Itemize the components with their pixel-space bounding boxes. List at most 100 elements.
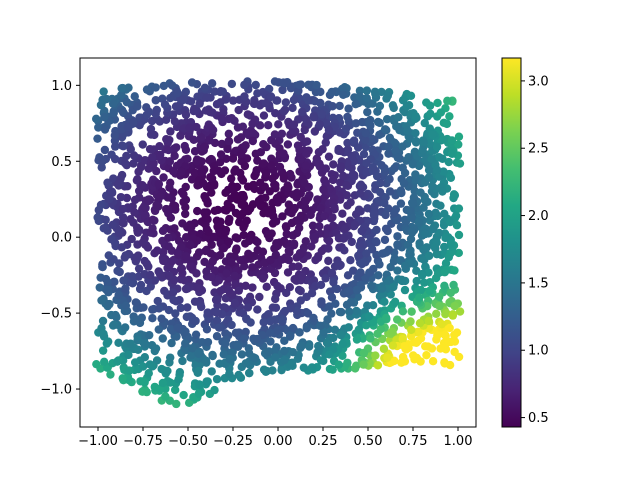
scatter-point bbox=[340, 224, 350, 233]
scatter-point bbox=[107, 235, 116, 244]
scatter-point bbox=[214, 323, 224, 332]
scatter-point bbox=[138, 140, 147, 149]
scatter-point bbox=[321, 178, 330, 188]
scatter-point bbox=[374, 271, 383, 280]
scatter-point bbox=[348, 266, 358, 275]
scatter-point bbox=[325, 350, 334, 359]
scatter-point bbox=[420, 229, 430, 239]
scatter-point bbox=[243, 182, 253, 191]
scatter-point bbox=[279, 174, 288, 183]
scatter-point bbox=[335, 128, 345, 137]
scatter-point bbox=[197, 167, 206, 177]
scatter-point bbox=[262, 282, 271, 292]
scatter-point bbox=[209, 166, 218, 176]
scatter-point bbox=[148, 313, 157, 323]
scatter-point bbox=[241, 327, 250, 337]
scatter-point bbox=[390, 138, 399, 148]
scatter-point bbox=[293, 180, 302, 189]
scatter-point bbox=[338, 209, 347, 218]
scatter-point bbox=[279, 107, 289, 116]
scatter-point bbox=[358, 117, 367, 127]
scatter-point bbox=[406, 331, 416, 341]
scatter-point bbox=[192, 269, 201, 278]
scatter-point bbox=[436, 108, 446, 117]
scatter-point bbox=[351, 100, 360, 109]
scatter-point bbox=[397, 276, 407, 286]
scatter-point bbox=[436, 344, 445, 353]
scatter-point bbox=[114, 290, 123, 300]
scatter-point bbox=[200, 142, 210, 151]
scatter-point bbox=[200, 83, 210, 92]
scatter-point bbox=[121, 301, 131, 310]
scatter-point bbox=[383, 91, 392, 101]
scatter-point bbox=[110, 277, 119, 287]
scatter-point bbox=[208, 125, 218, 135]
scatter-point bbox=[106, 370, 115, 379]
scatter-point bbox=[285, 169, 295, 179]
scatter-point bbox=[163, 233, 173, 243]
scatter-point bbox=[234, 105, 243, 115]
scatter-point bbox=[264, 347, 273, 356]
scatter-point bbox=[201, 356, 211, 365]
scatter-point bbox=[280, 336, 289, 345]
scatter-point bbox=[119, 142, 128, 151]
scatter-point bbox=[335, 101, 344, 111]
colorbar-tick-label: 2.0 bbox=[528, 209, 549, 224]
scatter-point bbox=[455, 159, 465, 168]
scatter-point bbox=[182, 312, 192, 322]
scatter-point bbox=[382, 248, 391, 257]
scatter-point bbox=[324, 125, 334, 135]
scatter-point bbox=[444, 157, 453, 167]
scatter-point bbox=[114, 179, 123, 188]
scatter-point bbox=[443, 96, 452, 106]
scatter-point bbox=[286, 304, 295, 313]
scatter-point bbox=[398, 334, 407, 344]
scatter-point bbox=[151, 96, 160, 105]
scatter-point bbox=[277, 255, 287, 264]
scatter-point bbox=[205, 107, 215, 117]
scatter-point bbox=[148, 305, 157, 314]
scatter-point bbox=[315, 120, 324, 129]
scatter-point bbox=[398, 307, 408, 316]
scatter-point bbox=[428, 356, 438, 366]
scatter-point bbox=[266, 317, 275, 326]
scatter-point bbox=[372, 225, 381, 235]
scatter-point bbox=[406, 213, 416, 222]
scatter-point bbox=[223, 144, 232, 154]
scatter-point bbox=[402, 102, 411, 111]
scatter-point bbox=[164, 145, 173, 155]
scatter-point bbox=[304, 119, 313, 129]
scatter-point bbox=[297, 107, 307, 117]
scatter-point bbox=[436, 201, 445, 210]
scatter-point bbox=[163, 366, 172, 376]
scatter-point bbox=[212, 332, 222, 341]
scatter-point bbox=[192, 122, 201, 132]
scatter-point bbox=[212, 374, 222, 384]
scatter-point bbox=[454, 204, 464, 213]
scatter-point bbox=[222, 269, 231, 278]
scatter-point bbox=[349, 156, 358, 166]
scatter-point bbox=[216, 98, 225, 107]
scatter-point bbox=[203, 199, 212, 208]
scatter-point bbox=[301, 161, 311, 170]
scatter-point bbox=[185, 240, 195, 249]
scatter-point bbox=[363, 107, 372, 117]
scatter-point bbox=[142, 286, 151, 296]
scatter-point bbox=[121, 284, 130, 293]
scatter-point bbox=[189, 135, 199, 145]
scatter-point bbox=[424, 268, 433, 277]
scatter-point bbox=[334, 360, 343, 369]
colorbar-tick-label: 1.0 bbox=[528, 344, 549, 359]
scatter-point bbox=[228, 96, 238, 105]
scatter-point bbox=[362, 167, 371, 177]
scatter-point bbox=[342, 181, 351, 190]
scatter-point bbox=[390, 297, 400, 307]
scatter-point bbox=[104, 251, 113, 260]
scatter-point bbox=[449, 280, 458, 290]
scatter-point bbox=[366, 334, 375, 343]
scatter-point bbox=[243, 110, 253, 119]
scatter-point bbox=[255, 121, 265, 130]
scatter-point bbox=[428, 130, 437, 139]
scatter-point bbox=[420, 118, 429, 128]
